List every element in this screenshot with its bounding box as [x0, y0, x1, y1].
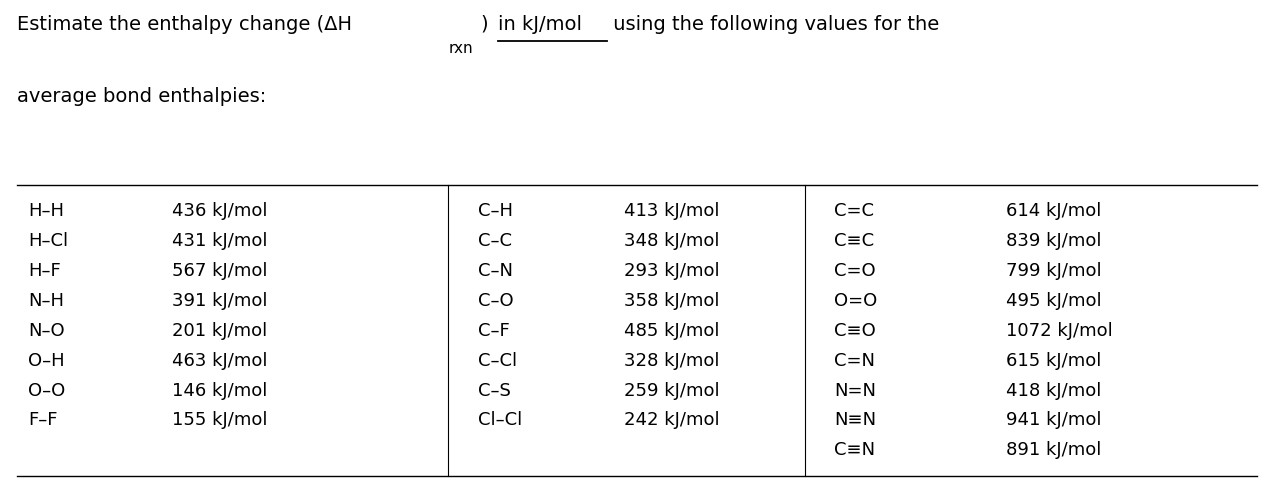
Text: C–F: C–F	[478, 322, 510, 340]
Text: 839 kJ/mol: 839 kJ/mol	[1006, 232, 1102, 250]
Text: 614 kJ/mol: 614 kJ/mol	[1006, 202, 1102, 220]
Text: 413 kJ/mol: 413 kJ/mol	[624, 202, 720, 220]
Text: 418 kJ/mol: 418 kJ/mol	[1006, 382, 1102, 399]
Text: F–F: F–F	[28, 412, 57, 430]
Text: rxn: rxn	[448, 41, 474, 56]
Text: 436 kJ/mol: 436 kJ/mol	[172, 202, 268, 220]
Text: C–S: C–S	[478, 382, 511, 399]
Text: average bond enthalpies:: average bond enthalpies:	[17, 87, 266, 106]
Text: 615 kJ/mol: 615 kJ/mol	[1006, 351, 1102, 369]
Text: N–H: N–H	[28, 292, 64, 310]
Text: O=O: O=O	[834, 292, 878, 310]
Text: N–O: N–O	[28, 322, 65, 340]
Text: C≡C: C≡C	[834, 232, 874, 250]
Text: C–N: C–N	[478, 261, 512, 279]
Text: 891 kJ/mol: 891 kJ/mol	[1006, 441, 1102, 459]
Text: H–H: H–H	[28, 202, 64, 220]
Text: ): )	[480, 15, 494, 34]
Text: 1072 kJ/mol: 1072 kJ/mol	[1006, 322, 1113, 340]
Text: C≡O: C≡O	[834, 322, 877, 340]
Text: 146 kJ/mol: 146 kJ/mol	[172, 382, 268, 399]
Text: C–H: C–H	[478, 202, 512, 220]
Text: N=N: N=N	[834, 382, 877, 399]
Text: 495 kJ/mol: 495 kJ/mol	[1006, 292, 1102, 310]
Text: C=N: C=N	[834, 351, 875, 369]
Text: 431 kJ/mol: 431 kJ/mol	[172, 232, 268, 250]
Text: N≡N: N≡N	[834, 412, 877, 430]
Text: C=C: C=C	[834, 202, 874, 220]
Text: Cl–Cl: Cl–Cl	[478, 412, 522, 430]
Text: in kJ/mol: in kJ/mol	[498, 15, 582, 34]
Text: C–Cl: C–Cl	[478, 351, 517, 369]
Text: C–C: C–C	[478, 232, 512, 250]
Text: Estimate the enthalpy change (ΔH: Estimate the enthalpy change (ΔH	[17, 15, 352, 34]
Text: 242 kJ/mol: 242 kJ/mol	[624, 412, 720, 430]
Text: O–H: O–H	[28, 351, 65, 369]
Text: 348 kJ/mol: 348 kJ/mol	[624, 232, 720, 250]
Text: 941 kJ/mol: 941 kJ/mol	[1006, 412, 1102, 430]
Text: O–O: O–O	[28, 382, 65, 399]
Text: C–O: C–O	[478, 292, 513, 310]
Text: 463 kJ/mol: 463 kJ/mol	[172, 351, 268, 369]
Text: using the following values for the: using the following values for the	[606, 15, 939, 34]
Text: 485 kJ/mol: 485 kJ/mol	[624, 322, 720, 340]
Text: H–F: H–F	[28, 261, 61, 279]
Text: 259 kJ/mol: 259 kJ/mol	[624, 382, 720, 399]
Text: 799 kJ/mol: 799 kJ/mol	[1006, 261, 1102, 279]
Text: C≡N: C≡N	[834, 441, 875, 459]
Text: H–Cl: H–Cl	[28, 232, 68, 250]
Text: 391 kJ/mol: 391 kJ/mol	[172, 292, 268, 310]
Text: 155 kJ/mol: 155 kJ/mol	[172, 412, 268, 430]
Text: 293 kJ/mol: 293 kJ/mol	[624, 261, 720, 279]
Text: 567 kJ/mol: 567 kJ/mol	[172, 261, 268, 279]
Text: 328 kJ/mol: 328 kJ/mol	[624, 351, 720, 369]
Text: C=O: C=O	[834, 261, 877, 279]
Text: 201 kJ/mol: 201 kJ/mol	[172, 322, 268, 340]
Text: 358 kJ/mol: 358 kJ/mol	[624, 292, 720, 310]
